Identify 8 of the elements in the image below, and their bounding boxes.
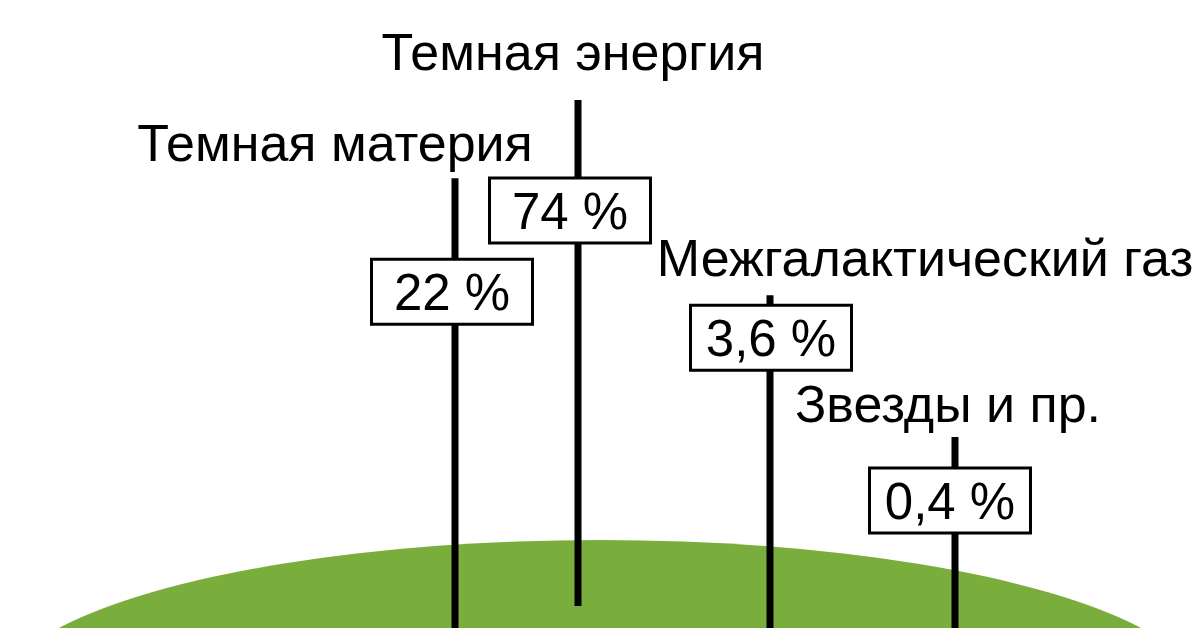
data-label: 0,4 %	[884, 473, 1016, 530]
data-label: 3,6 %	[705, 310, 837, 368]
category-label: Звезды и пр.	[794, 375, 1102, 433]
category-label: Межгалактический газ	[656, 229, 1194, 288]
category-label: Темная материя	[137, 114, 533, 173]
data-label: 22 %	[393, 264, 511, 322]
data-label: 74 %	[511, 183, 629, 240]
category-label: Темная энергия	[381, 23, 765, 81]
